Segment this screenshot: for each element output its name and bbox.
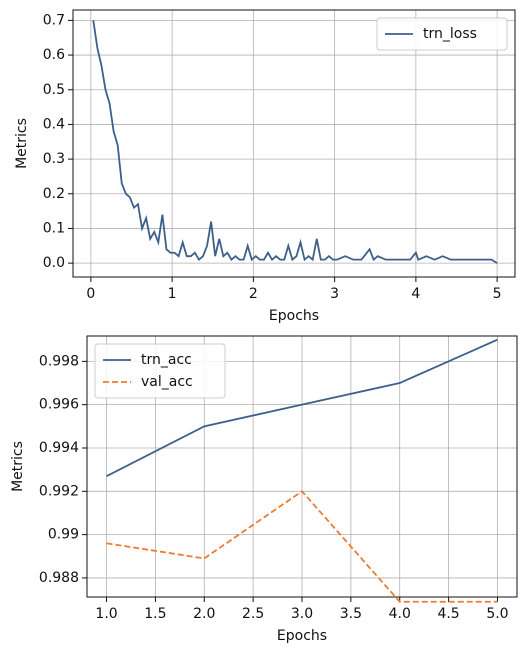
y-tick-label: 0.996 xyxy=(39,397,79,413)
y-tick-label: 0.988 xyxy=(39,570,79,586)
y-axis-label: Metrics xyxy=(10,441,26,492)
x-tick-label: 5.0 xyxy=(486,606,508,622)
y-tick-label: 0.5 xyxy=(43,82,65,98)
y-tick-label: 0.992 xyxy=(39,483,79,499)
y-tick-label: 0.99 xyxy=(48,527,79,543)
x-tick-label: 2.0 xyxy=(193,606,215,622)
x-tick-label: 2 xyxy=(249,286,258,302)
x-tick-label: 1.0 xyxy=(95,606,117,622)
line-series xyxy=(106,338,498,477)
plot-frame xyxy=(72,9,516,278)
line-series xyxy=(106,490,498,603)
x-tick-label: 4.0 xyxy=(389,606,411,622)
x-tick-label: 3.5 xyxy=(340,606,362,622)
y-tick-label: 0.2 xyxy=(43,186,65,202)
x-tick-label: 4 xyxy=(411,286,420,302)
y-tick-label: 0.3 xyxy=(43,151,65,167)
chart: 0 1 2 3 4 5 0.0 0.1 0.2 0.3 0.4 0.5 0.6 0.7 Epochs Metr… xyxy=(14,9,516,324)
x-axis-label: Epochs xyxy=(277,628,327,644)
y-tick-label: 0.0 xyxy=(43,255,65,271)
y-axis-label: Metrics xyxy=(14,118,30,169)
line-series xyxy=(92,20,498,264)
legend: trn_loss xyxy=(376,17,508,51)
chart: 1.0 1.5 2.0 2.5 3.0 3.5 4.0 4.5 5.0 0.988 0.99 0.99… xyxy=(10,335,518,644)
x-tick-label: 1.5 xyxy=(144,606,166,622)
legend-box xyxy=(94,343,226,399)
x-tick-label: 4.5 xyxy=(437,606,459,622)
legend-label: trn_acc xyxy=(141,352,192,368)
x-tick-label: 1 xyxy=(168,286,177,302)
y-tick-label: 0.1 xyxy=(43,220,65,236)
x-tick-label: 2.5 xyxy=(242,606,264,622)
plot-frame xyxy=(86,335,518,598)
legend-label: trn_loss xyxy=(423,26,477,42)
y-tick-label: 0.6 xyxy=(43,47,65,63)
x-tick-label: 0 xyxy=(86,286,95,302)
legend-box xyxy=(376,17,508,51)
legend-label: val_acc xyxy=(141,374,193,390)
y-tick-label: 0.998 xyxy=(39,353,79,369)
y-tick-label: 0.994 xyxy=(39,440,79,456)
x-tick-label: 5 xyxy=(493,286,502,302)
legend: trn_acc val_acc xyxy=(94,343,226,399)
x-tick-label: 3.0 xyxy=(291,606,313,622)
y-tick-label: 0.4 xyxy=(43,116,65,132)
x-axis-label: Epochs xyxy=(269,308,319,324)
x-tick-label: 3 xyxy=(330,286,339,302)
y-tick-label: 0.7 xyxy=(43,12,65,28)
